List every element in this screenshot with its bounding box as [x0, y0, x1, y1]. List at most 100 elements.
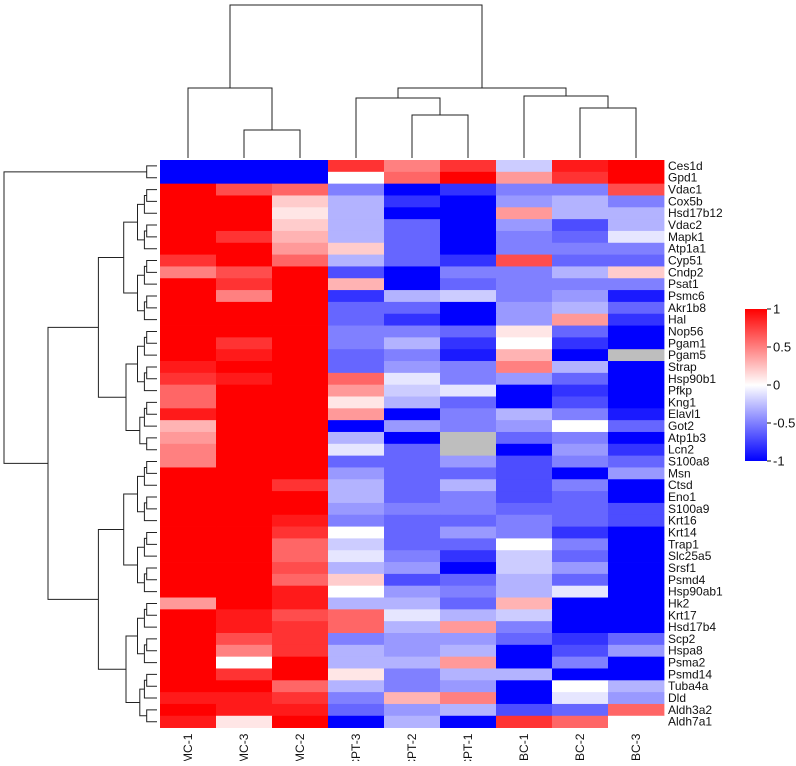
- heatmap-cell: [272, 644, 329, 658]
- heatmap-cell: [496, 207, 553, 220]
- heatmap-cell: [328, 656, 385, 669]
- heatmap-cell: [328, 337, 385, 350]
- dendrogram-link: [146, 165, 157, 179]
- row-label: Ces1d: [668, 159, 703, 173]
- row-label: Hsp90b1: [668, 372, 716, 386]
- heatmap-cell: [384, 573, 441, 587]
- heatmap-cell: [272, 420, 329, 433]
- heatmap-cell: [328, 266, 385, 279]
- heatmap-cell: [160, 266, 217, 279]
- row-label: Hspa8: [668, 644, 703, 658]
- heatmap-cell: [384, 656, 441, 669]
- heatmap-cell: [272, 633, 329, 646]
- heatmap-cell: [608, 715, 665, 728]
- heatmap-cell: [496, 372, 553, 386]
- heatmap-cell: [328, 301, 385, 315]
- heatmap-cell: [328, 703, 385, 717]
- column-labels: MC-1 MC-3 MC-2 CPT-3 CPT-2 CPT-1 BC-1 BC-2 BC-3: [181, 733, 643, 766]
- row-label: Akr1b8: [668, 301, 706, 315]
- heatmap-cell: [160, 692, 217, 705]
- heatmap-cell: [216, 266, 273, 279]
- heatmap-cell: [608, 656, 665, 669]
- heatmap-cell: [328, 242, 385, 255]
- column-label: MC-2: [293, 733, 307, 761]
- heatmap-cell: [608, 538, 665, 551]
- heatmap-cell: [272, 278, 329, 291]
- heatmap-cell: [328, 491, 385, 504]
- heatmap-cell: [608, 455, 665, 468]
- heatmap-cell: [216, 242, 273, 255]
- heatmap-cell: [328, 384, 385, 397]
- heatmap-cell: [160, 491, 217, 504]
- heatmap-cell: [160, 195, 217, 208]
- heatmap-cell: [496, 384, 553, 397]
- heatmap-cell: [384, 278, 441, 291]
- heatmap-cell: [496, 715, 553, 728]
- heatmap-cell: [272, 668, 329, 681]
- heatmap-cell: [608, 644, 665, 658]
- heatmap-cell: [328, 349, 385, 362]
- heatmap-cell: [384, 526, 441, 539]
- heatmap-cell: [384, 680, 441, 693]
- heatmap-cell: [160, 254, 217, 267]
- heatmap-cell: [440, 361, 497, 374]
- column-label: BC-1: [517, 733, 531, 761]
- heatmap-cell: [496, 703, 553, 717]
- heatmap-cell: [552, 431, 609, 445]
- dendrogram-link: [146, 496, 157, 510]
- heatmap-cell: [552, 266, 609, 279]
- heatmap-cell: [496, 479, 553, 492]
- heatmap-cell: [496, 219, 553, 232]
- heatmap-cell: [552, 313, 609, 326]
- heatmap-cell: [160, 479, 217, 492]
- heatmap-cell: [608, 183, 665, 196]
- heatmap-cell: [160, 337, 217, 350]
- heatmap-cell: [440, 443, 497, 457]
- row-label: Cyp51: [668, 254, 703, 268]
- heatmap-cell: [552, 621, 609, 634]
- heatmap-cell: [328, 668, 385, 681]
- row-label: Psat1: [668, 277, 699, 291]
- heatmap-cell: [216, 668, 273, 681]
- heatmap-cell: [216, 207, 273, 220]
- row-label: Atp1b3: [668, 431, 706, 445]
- heatmap-cell: [496, 171, 553, 185]
- row-label: Vdac1: [668, 183, 702, 197]
- heatmap-cell: [328, 361, 385, 374]
- heatmap-cell: [328, 396, 385, 409]
- heatmap-cell: [328, 443, 385, 457]
- heatmap-cell: [272, 491, 329, 504]
- row-label: Gpd1: [668, 171, 698, 185]
- heatmap-cell: [496, 502, 553, 516]
- heatmap-cell: [216, 692, 273, 705]
- heatmap-cell: [272, 160, 329, 173]
- heatmap-cell: [160, 325, 217, 338]
- heatmap-cell: [608, 526, 665, 539]
- dendrogram-link: [47, 326, 99, 600]
- dendrogram-link: [3, 171, 147, 464]
- row-label: Aldh7a1: [668, 715, 712, 729]
- heatmap-cell: [328, 609, 385, 622]
- heatmap-cell: [384, 160, 441, 173]
- heatmap-cell: [440, 396, 497, 409]
- heatmap-cell: [328, 514, 385, 527]
- heatmap-cell: [328, 562, 385, 575]
- heatmap-cell: [552, 290, 609, 303]
- heatmap-cell: [216, 703, 273, 717]
- heatmap-cell: [160, 550, 217, 563]
- heatmap-cell: [440, 337, 497, 350]
- heatmap-cell: [328, 420, 385, 433]
- heatmap-cell: [440, 301, 497, 315]
- heatmap-cell: [216, 526, 273, 539]
- heatmap-cell: [160, 219, 217, 232]
- heatmap-cell: [328, 455, 385, 468]
- row-label: Hsd17b12: [668, 206, 723, 220]
- heatmap-cell: [272, 538, 329, 551]
- heatmap-cell: [384, 562, 441, 575]
- heatmap-cell: [440, 538, 497, 551]
- heatmap-cell: [272, 467, 329, 480]
- row-label: Pgam5: [668, 348, 706, 362]
- heatmap-cell: [440, 420, 497, 433]
- heatmap-cell: [552, 301, 609, 315]
